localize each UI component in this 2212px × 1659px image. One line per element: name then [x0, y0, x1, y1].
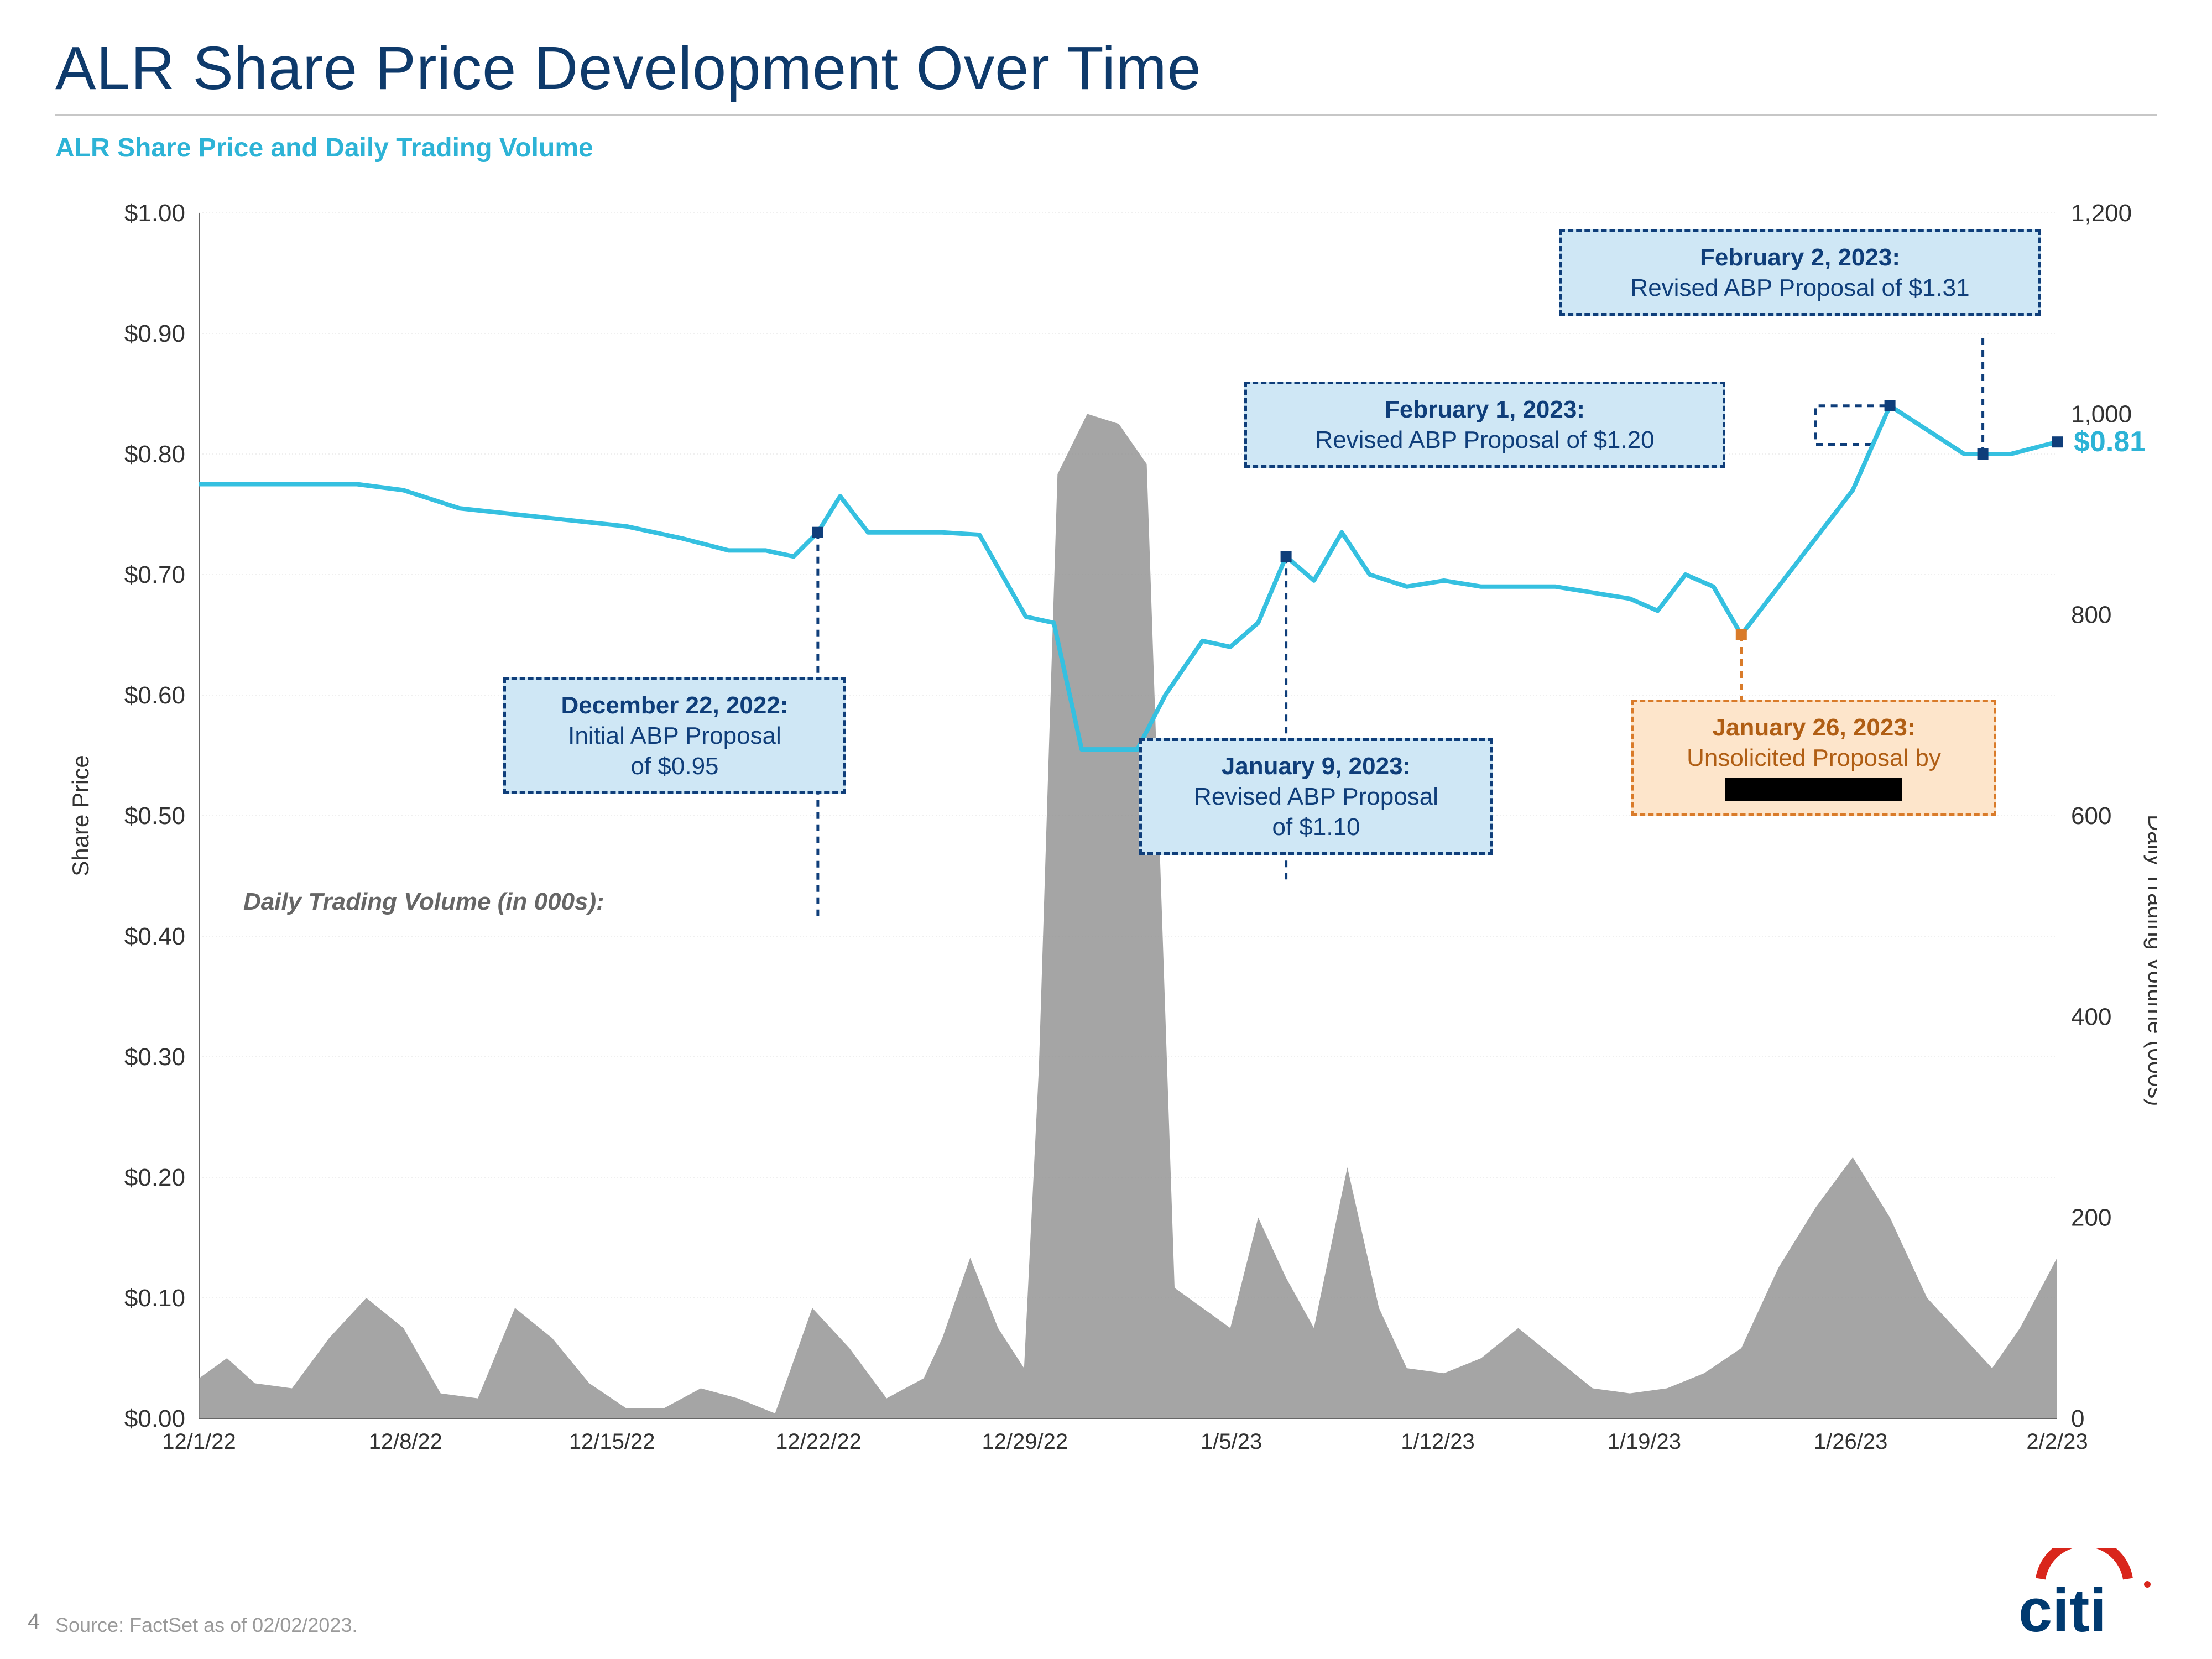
svg-text:1,000: 1,000 [2071, 400, 2132, 427]
svg-text:600: 600 [2071, 802, 2111, 830]
volume-caption: Daily Trading Volume (in 000s): [243, 888, 604, 916]
svg-text:Daily Trading Volume (000s): Daily Trading Volume (000s) [2143, 815, 2157, 1107]
svg-text:Share Price: Share Price [67, 755, 93, 876]
callout-redacted [1650, 773, 1978, 804]
svg-text:$0.10: $0.10 [124, 1285, 185, 1312]
svg-text:12/15/22: 12/15/22 [569, 1430, 655, 1454]
svg-text:1/12/23: 1/12/23 [1401, 1430, 1474, 1454]
callout-body: Revised ABP Proposal of $1.31 [1578, 273, 2022, 303]
price-end-label: $0.81 [2074, 425, 2146, 458]
callout-body: Initial ABP Proposal [521, 721, 828, 751]
slide: ALR Share Price Development Over Time AL… [0, 0, 2212, 1659]
svg-text:12/8/22: 12/8/22 [369, 1430, 442, 1454]
svg-text:$0.80: $0.80 [124, 441, 185, 468]
callout-feb1: February 1, 2023: Revised ABP Proposal o… [1244, 382, 1725, 468]
title-divider [55, 114, 2157, 116]
callout-head: December 22, 2022: [521, 690, 828, 721]
callout-body: of $0.95 [521, 751, 828, 781]
chart-svg: $0.00 $0.10 $0.20 $0.30 $0.40 $0.50 $0.60 $0.70… [55, 180, 2157, 1507]
svg-text:1/5/23: 1/5/23 [1201, 1430, 1262, 1454]
callout-body: Revised ABP Proposal of $1.20 [1262, 425, 1707, 455]
svg-text:$0.40: $0.40 [124, 923, 185, 950]
svg-text:1/26/23: 1/26/23 [1814, 1430, 1887, 1454]
logo-dot-icon [2144, 1581, 2151, 1588]
svg-text:$0.90: $0.90 [124, 320, 185, 347]
chart-area: $0.00 $0.10 $0.20 $0.30 $0.40 $0.50 $0.60 $0.70… [55, 180, 2157, 1507]
callout-dec22: December 22, 2022: Initial ABP Proposal … [503, 677, 846, 794]
svg-text:$0.30: $0.30 [124, 1044, 185, 1071]
svg-text:$0.00: $0.00 [124, 1405, 185, 1432]
svg-text:1/19/23: 1/19/23 [1608, 1430, 1681, 1454]
logo-text: citi [2018, 1577, 2106, 1642]
svg-text:12/29/22: 12/29/22 [982, 1430, 1068, 1454]
svg-text:$0.50: $0.50 [124, 802, 185, 830]
svg-text:12/1/22: 12/1/22 [162, 1430, 236, 1454]
source-footnote: Source: FactSet as of 02/02/2023. [55, 1614, 357, 1637]
svg-text:400: 400 [2071, 1003, 2111, 1030]
callout-head: February 1, 2023: [1262, 394, 1707, 425]
svg-text:$0.70: $0.70 [124, 561, 185, 588]
svg-text:200: 200 [2071, 1204, 2111, 1232]
callout-feb2: February 2, 2023: Revised ABP Proposal o… [1559, 229, 2041, 316]
svg-text:800: 800 [2071, 602, 2111, 629]
page-number: 4 [28, 1609, 40, 1634]
callout-body: Unsolicited Proposal by [1650, 743, 1978, 773]
chart-subtitle: ALR Share Price and Daily Trading Volume [55, 133, 2157, 163]
svg-text:$0.60: $0.60 [124, 682, 185, 709]
svg-text:$1.00: $1.00 [124, 200, 185, 227]
callout-jan9: January 9, 2023: Revised ABP Proposal of… [1139, 738, 1493, 855]
callout-body: Revised ABP Proposal [1157, 781, 1475, 812]
callout-jan26: January 26, 2023: Unsolicited Proposal b… [1631, 700, 1996, 816]
callout-body: of $1.10 [1157, 812, 1475, 842]
callout-head: February 2, 2023: [1578, 242, 2022, 273]
callout-head: January 9, 2023: [1157, 751, 1475, 781]
svg-text:$0.20: $0.20 [124, 1164, 185, 1191]
svg-text:1,200: 1,200 [2071, 200, 2132, 227]
logo-arc-icon [2041, 1548, 2128, 1579]
citi-logo: citi [1996, 1548, 2162, 1642]
svg-text:0: 0 [2071, 1405, 2084, 1432]
svg-text:2/2/23: 2/2/23 [2026, 1430, 2088, 1454]
callout-head: January 26, 2023: [1650, 712, 1978, 743]
page-title: ALR Share Price Development Over Time [55, 33, 2157, 114]
svg-text:12/22/22: 12/22/22 [775, 1430, 862, 1454]
